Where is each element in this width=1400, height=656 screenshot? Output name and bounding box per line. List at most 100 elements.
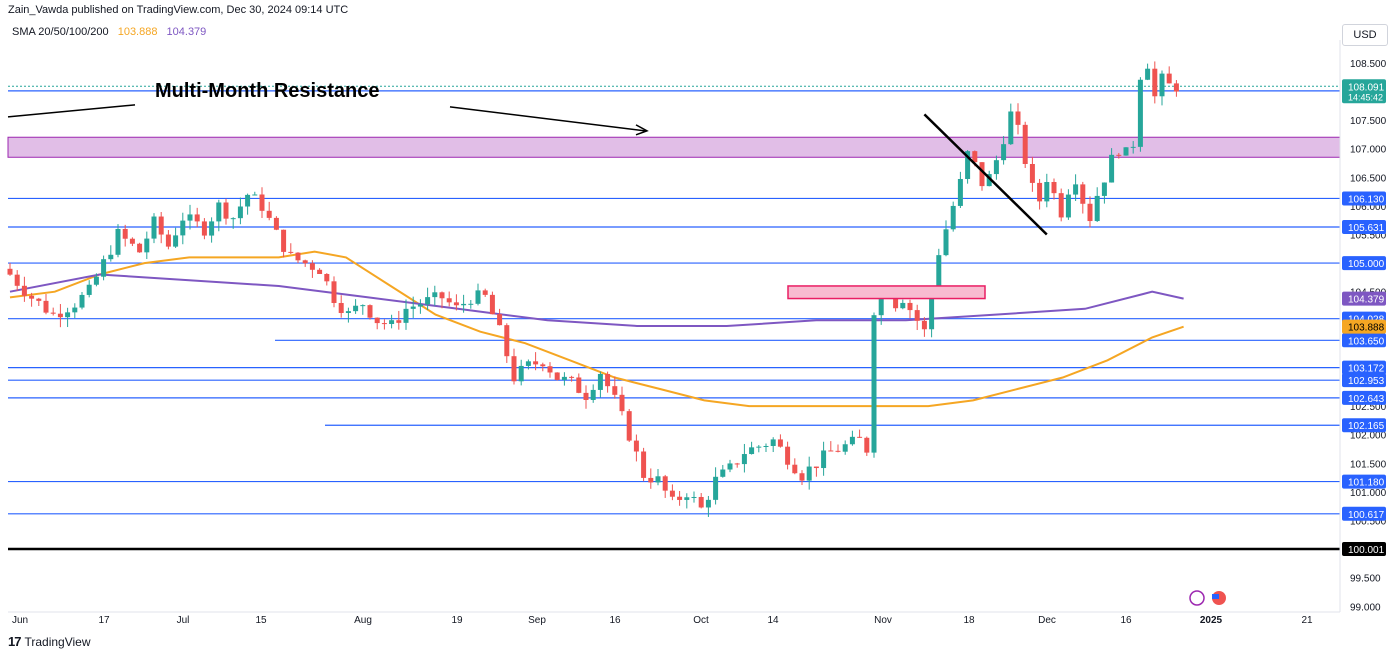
candle[interactable] [900, 302, 906, 309]
candle[interactable] [972, 151, 978, 163]
candle[interactable] [425, 297, 431, 305]
candle[interactable] [727, 463, 733, 470]
candle[interactable] [864, 437, 870, 453]
candle[interactable] [101, 259, 107, 277]
candle[interactable] [813, 466, 819, 469]
candle[interactable] [950, 205, 956, 230]
candle[interactable] [648, 477, 654, 483]
candle[interactable] [497, 314, 503, 326]
candle[interactable] [57, 313, 63, 318]
candle[interactable] [849, 436, 855, 445]
candle[interactable] [612, 386, 618, 395]
candle[interactable] [259, 194, 265, 211]
candle[interactable] [86, 284, 92, 295]
candle[interactable] [605, 373, 611, 387]
candle[interactable] [677, 496, 683, 500]
candle[interactable] [770, 439, 776, 446]
candle[interactable] [7, 268, 13, 275]
candle[interactable] [979, 162, 985, 187]
candle[interactable] [914, 310, 920, 321]
candle[interactable] [432, 292, 438, 298]
candle[interactable] [965, 151, 971, 179]
candle[interactable] [43, 300, 49, 313]
candle[interactable] [713, 476, 719, 500]
candle[interactable] [29, 295, 35, 299]
candle[interactable] [201, 221, 207, 236]
candle[interactable] [1080, 184, 1086, 204]
candle[interactable] [1159, 73, 1165, 97]
candle[interactable] [1087, 203, 1093, 222]
candle[interactable] [446, 298, 452, 303]
candle[interactable] [749, 447, 755, 455]
candle[interactable] [1116, 154, 1122, 156]
candle[interactable] [583, 392, 589, 400]
candle[interactable] [1029, 163, 1035, 183]
candle[interactable] [554, 372, 560, 380]
candle[interactable] [741, 454, 747, 465]
candle[interactable] [252, 194, 258, 196]
candle[interactable] [482, 290, 488, 295]
candle[interactable] [453, 302, 459, 306]
candle[interactable] [929, 292, 935, 330]
candle[interactable] [93, 276, 99, 285]
candle[interactable] [943, 229, 949, 256]
candle[interactable] [374, 317, 380, 324]
candle[interactable] [245, 194, 251, 207]
candle[interactable] [389, 320, 395, 325]
candle[interactable] [180, 220, 186, 236]
candle[interactable] [540, 364, 546, 367]
candle[interactable] [1065, 194, 1071, 218]
candle[interactable] [1173, 83, 1179, 92]
candle[interactable] [698, 496, 704, 508]
candle[interactable] [108, 254, 114, 260]
candle[interactable] [1058, 193, 1064, 218]
candle[interactable] [878, 296, 884, 316]
candle[interactable] [1015, 111, 1021, 125]
candle[interactable] [1051, 181, 1057, 194]
candle[interactable] [417, 304, 423, 307]
candle[interactable] [1073, 184, 1079, 195]
candle[interactable] [461, 303, 467, 306]
candle[interactable] [396, 320, 402, 323]
candle[interactable] [504, 325, 510, 357]
candle[interactable] [799, 473, 805, 481]
candle[interactable] [331, 281, 337, 303]
tradingview-brand[interactable]: 17 TradingView [8, 634, 91, 649]
candle[interactable] [669, 490, 675, 497]
candle[interactable] [691, 496, 697, 498]
candle[interactable] [475, 290, 481, 304]
candle[interactable] [403, 308, 409, 323]
candle[interactable] [223, 202, 229, 219]
candle[interactable] [381, 323, 387, 325]
candle[interactable] [230, 218, 236, 220]
candle[interactable] [597, 373, 603, 390]
candle[interactable] [1152, 68, 1158, 97]
candle[interactable] [1123, 147, 1129, 156]
candle[interactable] [518, 365, 524, 382]
candle[interactable] [1166, 73, 1172, 84]
candle[interactable] [1145, 68, 1151, 80]
candle[interactable] [36, 298, 42, 301]
candle[interactable] [1008, 111, 1014, 145]
currency-button[interactable]: USD [1342, 24, 1388, 46]
candle[interactable] [756, 446, 762, 448]
candle[interactable] [785, 446, 791, 465]
candle[interactable] [317, 269, 323, 274]
candle[interactable] [65, 312, 71, 318]
candle[interactable] [324, 273, 330, 282]
candle[interactable] [626, 411, 632, 441]
candle[interactable] [921, 320, 927, 330]
candle[interactable] [842, 444, 848, 452]
candle[interactable] [871, 315, 877, 453]
candle[interactable] [266, 210, 272, 218]
candle[interactable] [821, 450, 827, 469]
candle[interactable] [569, 376, 575, 378]
candle[interactable] [662, 476, 668, 491]
candle[interactable] [633, 440, 639, 452]
candle[interactable] [957, 178, 963, 206]
candle[interactable] [993, 160, 999, 175]
candle[interactable] [79, 294, 85, 308]
candle[interactable] [936, 255, 942, 293]
candle[interactable] [1044, 181, 1050, 202]
candle[interactable] [468, 303, 474, 305]
